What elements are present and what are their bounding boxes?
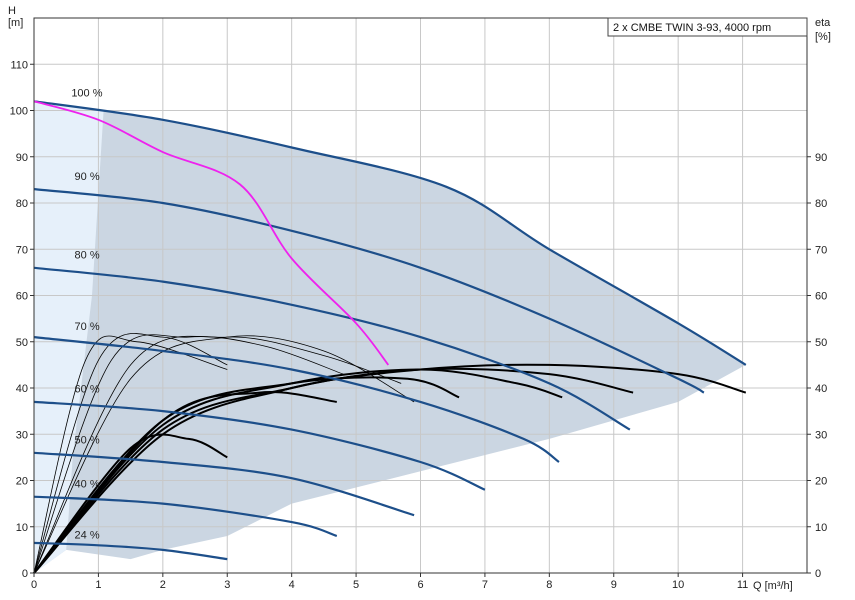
- eta-tick-label: 10: [815, 522, 827, 534]
- speed-label: 100 %: [71, 88, 102, 100]
- eta-tick-label: 30: [815, 429, 827, 441]
- y-tick-label: 0: [22, 568, 28, 580]
- x-tick-label: 10: [672, 579, 684, 591]
- x-tick-label: 3: [224, 579, 230, 591]
- axis-layer: 0 1 2 3 4 5 6 7 8 9 10 1101020304050607080901001100…: [10, 17, 827, 591]
- envelope-layer: [34, 101, 746, 574]
- y-tick-label: 110: [10, 59, 28, 71]
- eta-axis-label-line1: eta: [815, 17, 831, 29]
- speed-curve: [33, 188, 705, 394]
- chart-title: 2 x CMBE TWIN 3-93, 4000 rpm: [613, 22, 771, 34]
- operating-envelope: [34, 101, 746, 574]
- efficiency-curve: [33, 391, 337, 574]
- y-tick-label: 40: [16, 383, 28, 395]
- speed-curve: [33, 400, 486, 491]
- x-tick-label: 1: [95, 579, 101, 591]
- x-tick-label: 8: [546, 579, 552, 591]
- x-tick-label: 7: [482, 579, 488, 591]
- eta-axis-label-line2: [%]: [815, 31, 831, 43]
- eta-tick-label: 0: [815, 568, 821, 580]
- speed-curve: [33, 541, 228, 561]
- y-axis-label-line1: H: [8, 5, 16, 17]
- eta-tick-label: 50: [815, 337, 827, 349]
- eta-tick-label: 40: [815, 383, 827, 395]
- speed-label: 40 %: [75, 478, 100, 490]
- speed-curve: [33, 100, 747, 366]
- efficiency-curve: [33, 335, 415, 574]
- speed-curve: [33, 495, 338, 538]
- eta-tick-label: 70: [815, 244, 827, 256]
- speed-curve: [33, 336, 560, 463]
- x-tick-label: 6: [417, 579, 423, 591]
- low-flow-region: [34, 101, 104, 574]
- eta-tick-label: 90: [815, 152, 827, 164]
- efficiency-curve: [33, 334, 344, 574]
- eta-tick-label: 60: [815, 291, 827, 303]
- y-tick-label: 100: [10, 106, 28, 118]
- x-tick-label: 11: [737, 579, 748, 591]
- efficiency-curve: [33, 433, 228, 574]
- speed-label: 70 %: [75, 321, 100, 333]
- speed-label: 50 %: [75, 435, 100, 447]
- efficiency-curve: [33, 333, 228, 574]
- efficiency-curve: [33, 376, 460, 574]
- x-tick-label: 2: [160, 579, 166, 591]
- speed-curve: [33, 451, 415, 517]
- y-tick-label: 70: [16, 244, 28, 256]
- labels-layer: 100 % 90 % 80 % 70 % 60 % 50 % 40 % 24 %: [71, 88, 102, 542]
- x-tick-label: 9: [611, 579, 617, 591]
- eta-tick-label: 80: [815, 198, 827, 210]
- y-tick-label: 90: [16, 152, 28, 164]
- x-tick-label: 5: [353, 579, 359, 591]
- x-tick-label: 4: [289, 579, 295, 591]
- y-tick-label: 10: [16, 522, 28, 534]
- chart-title-box: 2 x CMBE TWIN 3-93, 4000 rpm: [607, 17, 808, 37]
- y-tick-label: 80: [16, 198, 28, 210]
- x-tick-label: 0: [31, 579, 37, 591]
- y-tick-label: 20: [16, 476, 28, 488]
- speed-label: 90 %: [75, 171, 100, 183]
- speed-label: 24 %: [75, 529, 100, 541]
- speed-label: 80 %: [75, 250, 100, 262]
- series-layer: [33, 100, 747, 561]
- y-tick-label: 50: [16, 337, 28, 349]
- speed-label: 60 %: [75, 384, 100, 396]
- speed-curve: [33, 266, 631, 431]
- x-axis-label: Q [m³/h]: [753, 580, 793, 592]
- eta-tick-label: 20: [815, 476, 827, 488]
- y-tick-label: 30: [16, 429, 28, 441]
- grid-layer: [34, 18, 807, 573]
- y-axis-label-line2: [m]: [8, 17, 23, 29]
- single-pump-curve: [33, 100, 390, 366]
- y-tick-label: 60: [16, 291, 28, 303]
